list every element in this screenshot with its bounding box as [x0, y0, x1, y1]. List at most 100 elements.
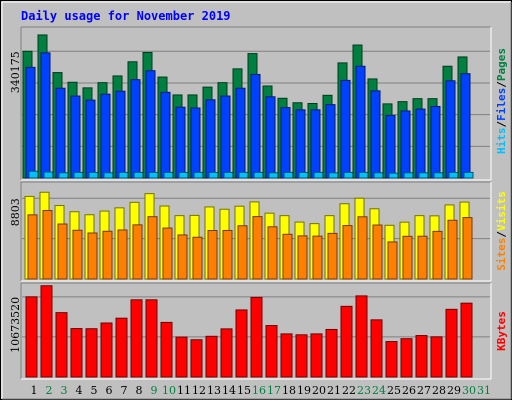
pages-bar [433, 172, 444, 179]
pages-bar [283, 171, 294, 179]
x-tick-label: 27 [417, 384, 431, 397]
x-tick-label: 15 [237, 384, 251, 397]
x-tick-label: 30 [462, 384, 476, 397]
x-tick-label: 24 [372, 384, 386, 397]
sites-bar [57, 223, 68, 280]
files-bar [415, 108, 426, 179]
kbytes-bar [160, 321, 173, 378]
kbytes-bar [235, 309, 248, 378]
kbytes-bar [145, 299, 158, 378]
sites-bar [207, 230, 218, 280]
pages-bar [463, 171, 474, 179]
sites-bar [282, 233, 293, 280]
sites-bar [252, 216, 263, 280]
hits-ytick-label: 340175 [9, 51, 22, 93]
files-bar [100, 93, 111, 179]
x-tick-label: 20 [312, 384, 326, 397]
files-bar [370, 90, 381, 179]
x-tick-label: 5 [91, 384, 98, 397]
sites-bar [357, 216, 368, 280]
chart-bars [22, 34, 474, 378]
sites-bar [312, 235, 323, 280]
sites-bar [147, 216, 158, 280]
x-tick-label: 12 [192, 384, 206, 397]
files-bar [265, 96, 276, 179]
pages-bar [178, 171, 189, 179]
sites-bar [447, 219, 458, 280]
files-bar [355, 65, 366, 179]
x-tick-label: 18 [282, 384, 296, 397]
kbytes-bar [430, 336, 443, 378]
pages-bar [403, 172, 414, 179]
kbytes-bar [175, 336, 188, 378]
pages-bar [88, 171, 99, 179]
x-tick-label: 3 [61, 384, 68, 397]
pages-bar [118, 171, 129, 179]
pages-bar [43, 171, 54, 179]
files-bar [145, 70, 156, 179]
kbytes-bar [310, 333, 323, 378]
pages-bar [343, 171, 354, 179]
sites-bar [402, 235, 413, 280]
pages-bar [148, 171, 159, 179]
pages-bar [388, 172, 399, 179]
visits-ytick-label: 8803 [9, 198, 22, 226]
x-tick-label: 8 [136, 384, 143, 397]
x-tick-label: 26 [402, 384, 416, 397]
pages-bar [253, 171, 264, 179]
files-bar [235, 87, 246, 179]
x-tick-label: 1 [31, 384, 38, 397]
x-tick-label: 11 [177, 384, 191, 397]
kbytes-bar [55, 312, 68, 378]
sites-bar [192, 236, 203, 280]
x-tick-label: 25 [387, 384, 401, 397]
x-tick-label: 14 [222, 384, 236, 397]
kbytes-bar [85, 328, 98, 378]
sites-bar [297, 235, 308, 280]
x-tick-label: 2 [46, 384, 53, 397]
kbytes-bar [415, 335, 428, 378]
kbytes-bar [295, 334, 308, 378]
files-bar [70, 95, 81, 179]
sites-bar [27, 214, 38, 280]
files-bar [205, 99, 216, 179]
pages-bar [73, 171, 84, 179]
kbytes-bar [340, 305, 353, 378]
pages-bar [313, 171, 324, 179]
pages-bar [163, 171, 174, 179]
files-bar [460, 73, 471, 179]
kbytes-bar [325, 328, 338, 378]
x-tick-label: 9 [151, 384, 158, 397]
sites-bar [387, 241, 398, 280]
kbytes-bar [70, 328, 83, 378]
pages-bar [58, 172, 69, 179]
pages-bar [103, 172, 114, 179]
pages-bar [298, 171, 309, 179]
sites-bar [177, 234, 188, 280]
files-bar [325, 104, 336, 179]
kbytes-bar [250, 296, 263, 378]
legend-sites-visits: Sites/Visits [495, 191, 508, 271]
kbytes-ytick-label: 10673520 [9, 297, 22, 353]
sites-bar [102, 230, 113, 280]
files-bar [310, 109, 321, 179]
sites-bar [342, 225, 353, 280]
legend-hits-files-pages: Hits/Files/Pages [495, 48, 508, 154]
sites-bar [372, 224, 383, 280]
files-bar [295, 109, 306, 179]
pages-bar [193, 171, 204, 179]
files-bar [55, 87, 66, 179]
x-tick-label: 4 [76, 384, 83, 397]
pages-bar [358, 171, 369, 179]
files-bar [340, 79, 351, 179]
files-bar [160, 91, 171, 179]
files-bar [40, 52, 51, 179]
pages-bar [268, 172, 279, 179]
x-tick-label: 31 [477, 384, 491, 397]
kbytes-bar [115, 317, 128, 378]
files-bar [445, 80, 456, 179]
pages-bar [238, 171, 249, 179]
legend-kbytes: KBytes [495, 311, 508, 351]
x-tick-label: 10 [162, 384, 176, 397]
